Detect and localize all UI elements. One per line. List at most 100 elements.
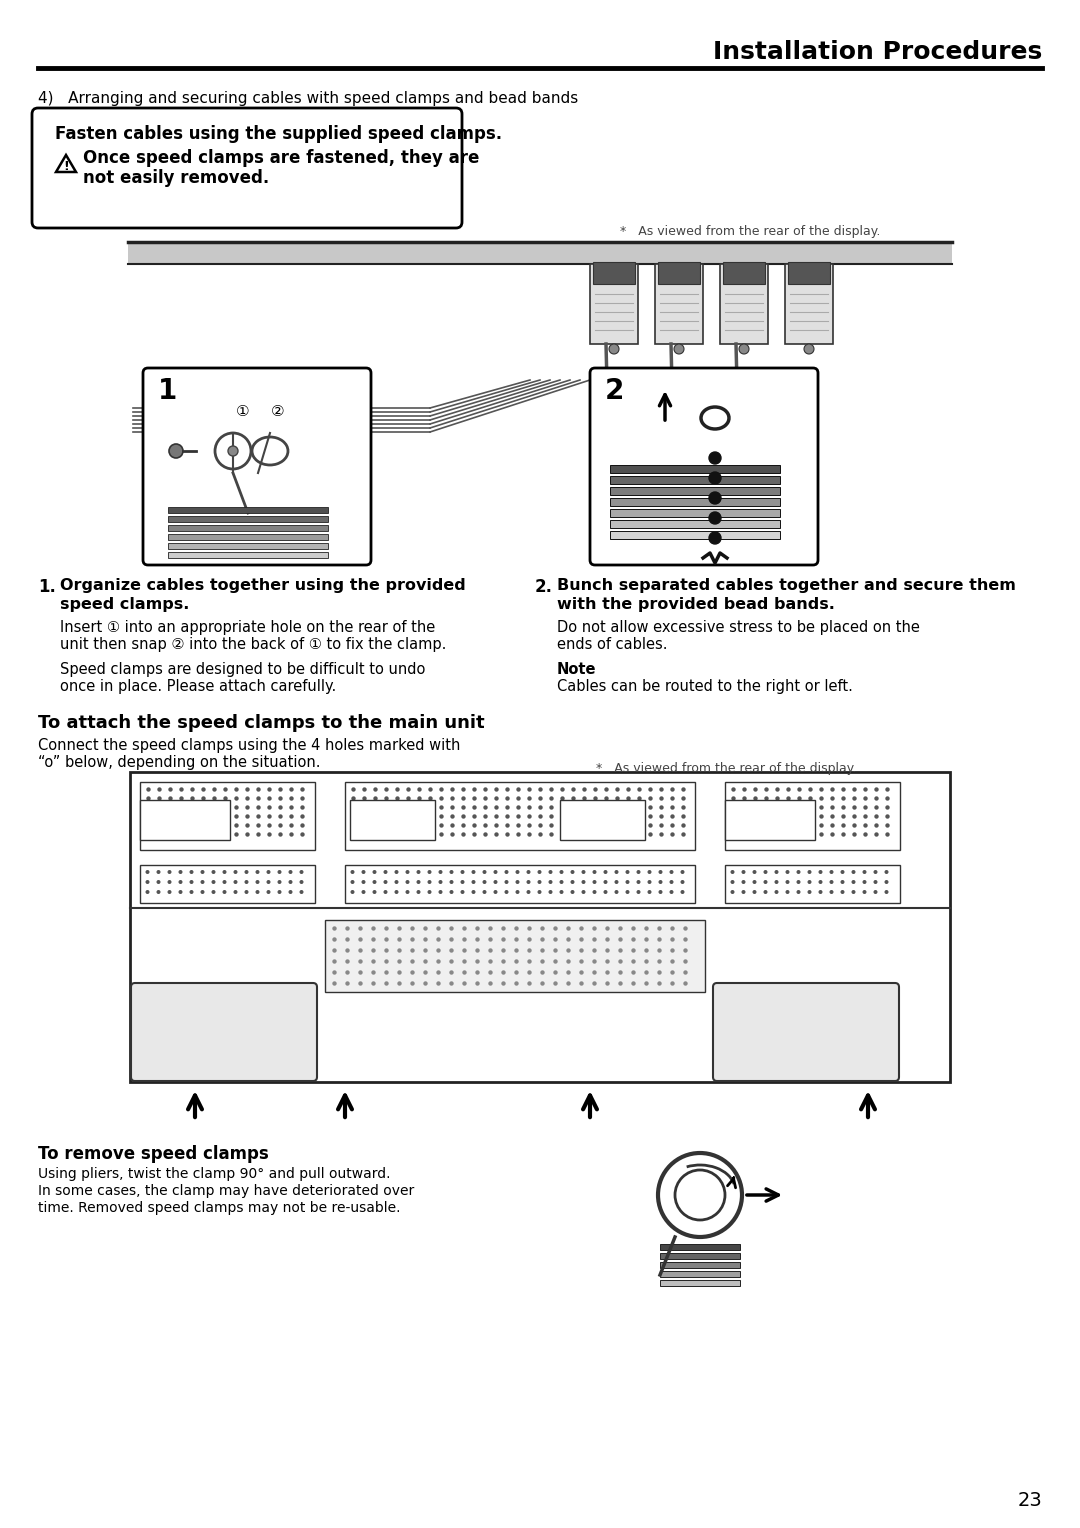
Circle shape: [886, 796, 890, 801]
Circle shape: [681, 796, 686, 801]
Circle shape: [852, 833, 856, 837]
Circle shape: [605, 937, 610, 941]
Circle shape: [484, 814, 488, 819]
Circle shape: [742, 814, 746, 819]
Circle shape: [637, 787, 642, 792]
Circle shape: [268, 814, 272, 819]
Circle shape: [527, 926, 531, 931]
Circle shape: [268, 796, 272, 801]
Circle shape: [222, 889, 227, 894]
Circle shape: [300, 814, 305, 819]
Bar: [345, 865, 696, 903]
Circle shape: [561, 787, 565, 792]
Circle shape: [566, 949, 570, 952]
Circle shape: [840, 880, 845, 885]
Circle shape: [300, 796, 305, 801]
Circle shape: [516, 833, 521, 837]
Circle shape: [625, 889, 630, 894]
Circle shape: [212, 889, 216, 894]
Circle shape: [384, 949, 389, 952]
Circle shape: [753, 889, 756, 894]
Circle shape: [819, 869, 823, 874]
Circle shape: [605, 960, 610, 964]
Circle shape: [423, 926, 428, 931]
Circle shape: [553, 960, 557, 964]
Circle shape: [423, 949, 428, 952]
Circle shape: [429, 787, 433, 792]
Circle shape: [189, 880, 193, 885]
Circle shape: [514, 937, 518, 941]
Circle shape: [875, 824, 879, 828]
Circle shape: [384, 937, 389, 941]
Circle shape: [394, 889, 399, 894]
Circle shape: [593, 796, 597, 801]
Circle shape: [505, 796, 510, 801]
Text: not easily removed.: not easily removed.: [83, 170, 269, 186]
Circle shape: [566, 960, 570, 964]
Circle shape: [680, 889, 685, 894]
Text: Using pliers, twist the clamp 90° and pull outward.: Using pliers, twist the clamp 90° and pu…: [38, 1167, 391, 1181]
FancyBboxPatch shape: [131, 983, 318, 1080]
Text: Fasten cables using the supplied speed clamps.: Fasten cables using the supplied speed c…: [55, 125, 502, 144]
Circle shape: [671, 787, 675, 792]
Circle shape: [267, 869, 270, 874]
Text: with the provided bead bands.: with the provided bead bands.: [557, 597, 835, 613]
Circle shape: [659, 869, 662, 874]
Circle shape: [659, 824, 664, 828]
Circle shape: [875, 787, 879, 792]
Circle shape: [863, 833, 867, 837]
Circle shape: [797, 824, 801, 828]
Circle shape: [659, 833, 664, 837]
Circle shape: [245, 805, 249, 810]
Circle shape: [279, 824, 283, 828]
Circle shape: [299, 880, 303, 885]
Circle shape: [189, 869, 193, 874]
Circle shape: [395, 833, 400, 837]
Circle shape: [605, 805, 609, 810]
Circle shape: [527, 981, 531, 986]
Circle shape: [158, 833, 162, 837]
Text: Once speed clamps are fastened, they are: Once speed clamps are fastened, they are: [83, 150, 480, 167]
Circle shape: [875, 814, 879, 819]
Circle shape: [874, 869, 877, 874]
Bar: [129, 264, 951, 559]
Circle shape: [674, 344, 684, 354]
Circle shape: [648, 833, 652, 837]
Circle shape: [885, 889, 889, 894]
Circle shape: [514, 970, 518, 975]
Circle shape: [863, 796, 867, 801]
Circle shape: [397, 949, 402, 952]
Circle shape: [731, 796, 735, 801]
Circle shape: [684, 937, 688, 941]
Circle shape: [582, 805, 586, 810]
Circle shape: [786, 787, 791, 792]
Circle shape: [527, 970, 531, 975]
Circle shape: [168, 796, 173, 801]
Circle shape: [244, 889, 248, 894]
Circle shape: [637, 805, 642, 810]
Circle shape: [831, 805, 835, 810]
Circle shape: [495, 824, 499, 828]
Circle shape: [213, 824, 217, 828]
Text: 23: 23: [1017, 1490, 1042, 1510]
Circle shape: [475, 970, 480, 975]
Circle shape: [540, 937, 544, 941]
Circle shape: [742, 833, 746, 837]
Circle shape: [819, 889, 823, 894]
Circle shape: [863, 787, 867, 792]
Circle shape: [527, 949, 531, 952]
Circle shape: [570, 889, 575, 894]
Circle shape: [362, 824, 367, 828]
Circle shape: [618, 970, 623, 975]
Circle shape: [224, 805, 228, 810]
Circle shape: [786, 824, 791, 828]
Circle shape: [395, 814, 400, 819]
Circle shape: [808, 805, 813, 810]
Circle shape: [178, 889, 183, 894]
Circle shape: [268, 833, 272, 837]
Circle shape: [222, 880, 227, 885]
Circle shape: [168, 824, 173, 828]
Circle shape: [213, 805, 217, 810]
Circle shape: [423, 970, 428, 975]
Circle shape: [346, 937, 350, 941]
